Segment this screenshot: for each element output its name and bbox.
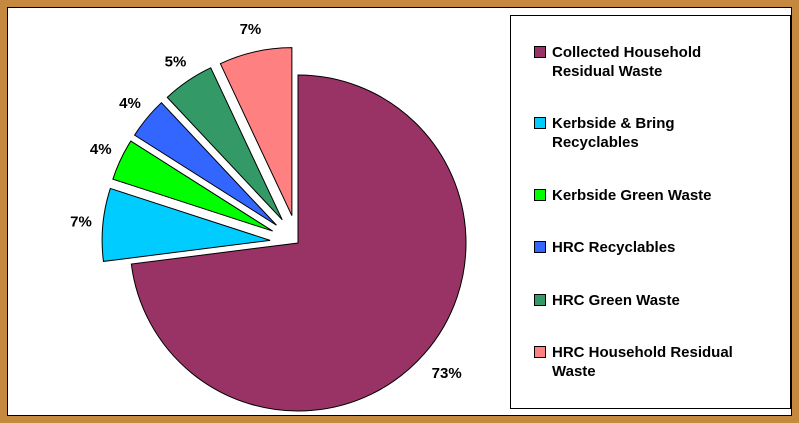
pie-slice <box>101 187 271 262</box>
legend-swatch <box>534 346 546 359</box>
data-label: 7% <box>240 21 262 38</box>
data-label: 4% <box>90 141 112 158</box>
pie-slice <box>219 47 293 216</box>
legend-swatch <box>534 293 546 306</box>
data-label: 5% <box>165 54 187 71</box>
pie-slice <box>133 101 277 226</box>
legend-label: HRC Household Residual Waste <box>552 344 733 381</box>
pie-slice <box>166 67 283 221</box>
chart-area: 73% 7% 4% 4% 5% 7% Collected Household Residu… <box>7 7 792 416</box>
data-label: 73% <box>432 365 462 382</box>
legend-item: Kerbside Green Waste <box>511 186 790 205</box>
legend-label: HRC Green Waste <box>552 291 680 309</box>
legend-swatch <box>534 45 546 58</box>
legend-item: HRC Recyclables <box>511 238 790 257</box>
legend-swatch <box>534 117 546 130</box>
legend-label: HRC Recyclables <box>552 239 676 257</box>
data-label: 4% <box>119 95 141 112</box>
pie-slice <box>112 140 273 232</box>
legend-label: Kerbside Green Waste <box>552 186 712 204</box>
legend: Collected Household Residual Waste Kerbsi… <box>510 15 791 409</box>
pie-chart: 73% 7% 4% 4% 5% 7% <box>70 21 467 412</box>
legend-swatch <box>534 241 546 254</box>
data-label: 7% <box>70 213 92 230</box>
legend-item: HRC Household Residual Waste <box>511 343 790 381</box>
legend-swatch <box>534 188 546 201</box>
pie-slice <box>130 74 467 412</box>
legend-item: HRC Green Waste <box>511 291 790 310</box>
legend-label: Collected Household Residual Waste <box>552 43 702 80</box>
legend-item: Collected Household Residual Waste <box>511 43 790 81</box>
legend-label: Kerbside & Bring Recyclables <box>552 115 675 152</box>
legend-item: Kerbside & Bring Recyclables <box>511 114 790 152</box>
